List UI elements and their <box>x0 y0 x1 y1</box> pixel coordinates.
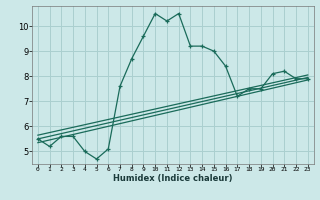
X-axis label: Humidex (Indice chaleur): Humidex (Indice chaleur) <box>113 174 233 183</box>
